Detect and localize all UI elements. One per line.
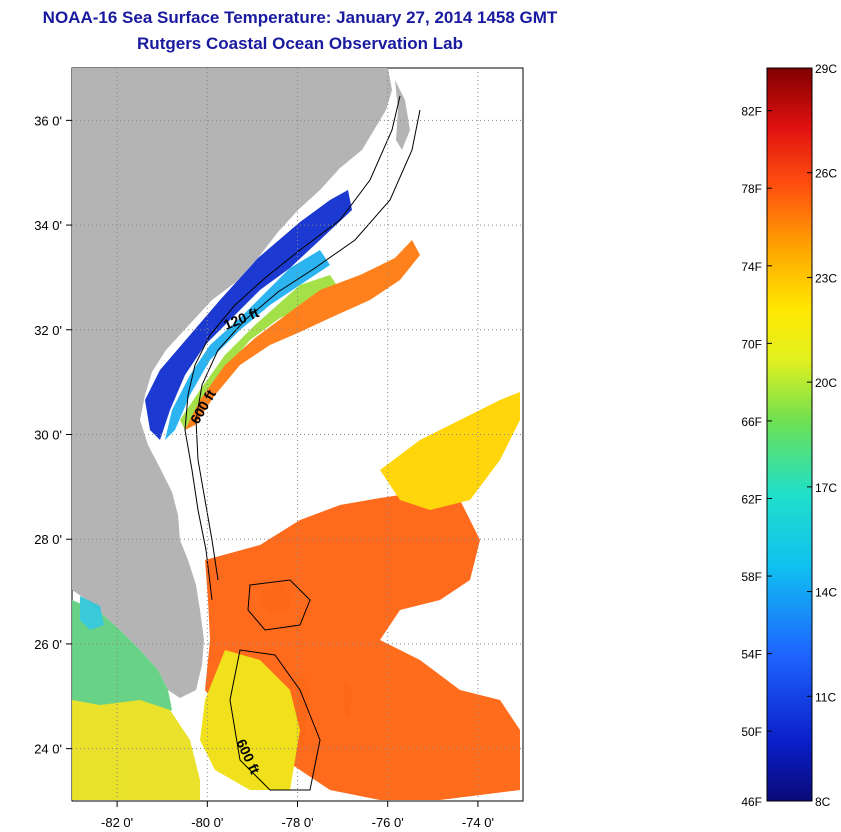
lat-tick-label: 36 0' xyxy=(34,113,62,128)
lat-axis-labels: 36 0' 34 0' 32 0' 30 0' 28 0' 26 0' 24 0' xyxy=(34,113,72,757)
lat-tick-label: 30 0' xyxy=(34,428,62,443)
lat-tick-label: 32 0' xyxy=(34,323,62,338)
colorbar-label-f: 82F xyxy=(741,105,762,119)
sst-south-yellow xyxy=(380,392,520,510)
contour-bank xyxy=(247,579,311,631)
colorbar-label-c: 23C xyxy=(815,271,837,285)
bathymetry-contours xyxy=(184,95,421,791)
lon-axis-labels: -82 0' -80 0' -78 0' -76 0' -74 0' xyxy=(101,801,494,830)
colorbar-label-c: 14C xyxy=(815,586,837,600)
sst-gulf-stream xyxy=(185,240,420,430)
contour-120ft xyxy=(184,95,401,601)
lon-tick-label: -82 0' xyxy=(101,815,133,830)
sst-field xyxy=(72,190,520,800)
map-subtitle: Rutgers Coastal Ocean Observation Lab xyxy=(137,34,463,53)
colorbar xyxy=(766,67,813,802)
sst-bank-yellow xyxy=(200,650,300,790)
lon-tick-label: -78 0' xyxy=(281,815,313,830)
lat-tick-label: 24 0' xyxy=(34,742,62,757)
sst-gulf-mexico-teal xyxy=(80,596,104,630)
lon-tick-label: -80 0' xyxy=(191,815,223,830)
colorbar-label-f: 58F xyxy=(741,570,762,584)
contour-bank-2 xyxy=(229,649,321,791)
land-outer-banks xyxy=(395,80,410,150)
colorbar-label-f: 46F xyxy=(741,795,762,809)
lat-tick-label: 28 0' xyxy=(34,532,62,547)
lon-tick-label: -74 0' xyxy=(462,815,494,830)
sst-gulf-mexico xyxy=(72,600,172,732)
colorbar-label-c: 17C xyxy=(815,481,837,495)
colorbar-label-f: 78F xyxy=(741,182,762,196)
sst-gulf-mexico-yellow xyxy=(72,700,200,800)
colorbar-label-f: 70F xyxy=(741,337,762,351)
colorbar-label-f: 74F xyxy=(741,260,762,274)
map-title: NOAA-16 Sea Surface Temperature: January… xyxy=(42,8,558,27)
colorbar-label-f: 50F xyxy=(741,725,762,739)
contour-600ft xyxy=(195,109,421,581)
lat-tick-label: 26 0' xyxy=(34,637,62,652)
colorbar-label-c: 11C xyxy=(815,690,836,704)
colorbar-label-c: 8C xyxy=(815,795,831,809)
sst-cold-band xyxy=(145,190,352,440)
colorbar-label-c: 29C xyxy=(815,62,837,76)
colorbar-label-c: 26C xyxy=(815,167,837,181)
colorbar-celsius-labels: 29C 26C 23C 20C 17C 14C 11C 8C xyxy=(807,62,837,809)
lat-tick-label: 34 0' xyxy=(34,218,62,233)
colorbar-label-c: 20C xyxy=(815,376,837,390)
colorbar-label-f: 54F xyxy=(741,648,762,662)
colorbar-label-f: 62F xyxy=(741,492,762,506)
lon-tick-label: -76 0' xyxy=(372,815,404,830)
colorbar-fahrenheit-labels: 82F 78F 74F 70F 66F 62F 58F 54F 50F 46F xyxy=(741,105,772,809)
colorbar-label-f: 66F xyxy=(741,415,762,429)
